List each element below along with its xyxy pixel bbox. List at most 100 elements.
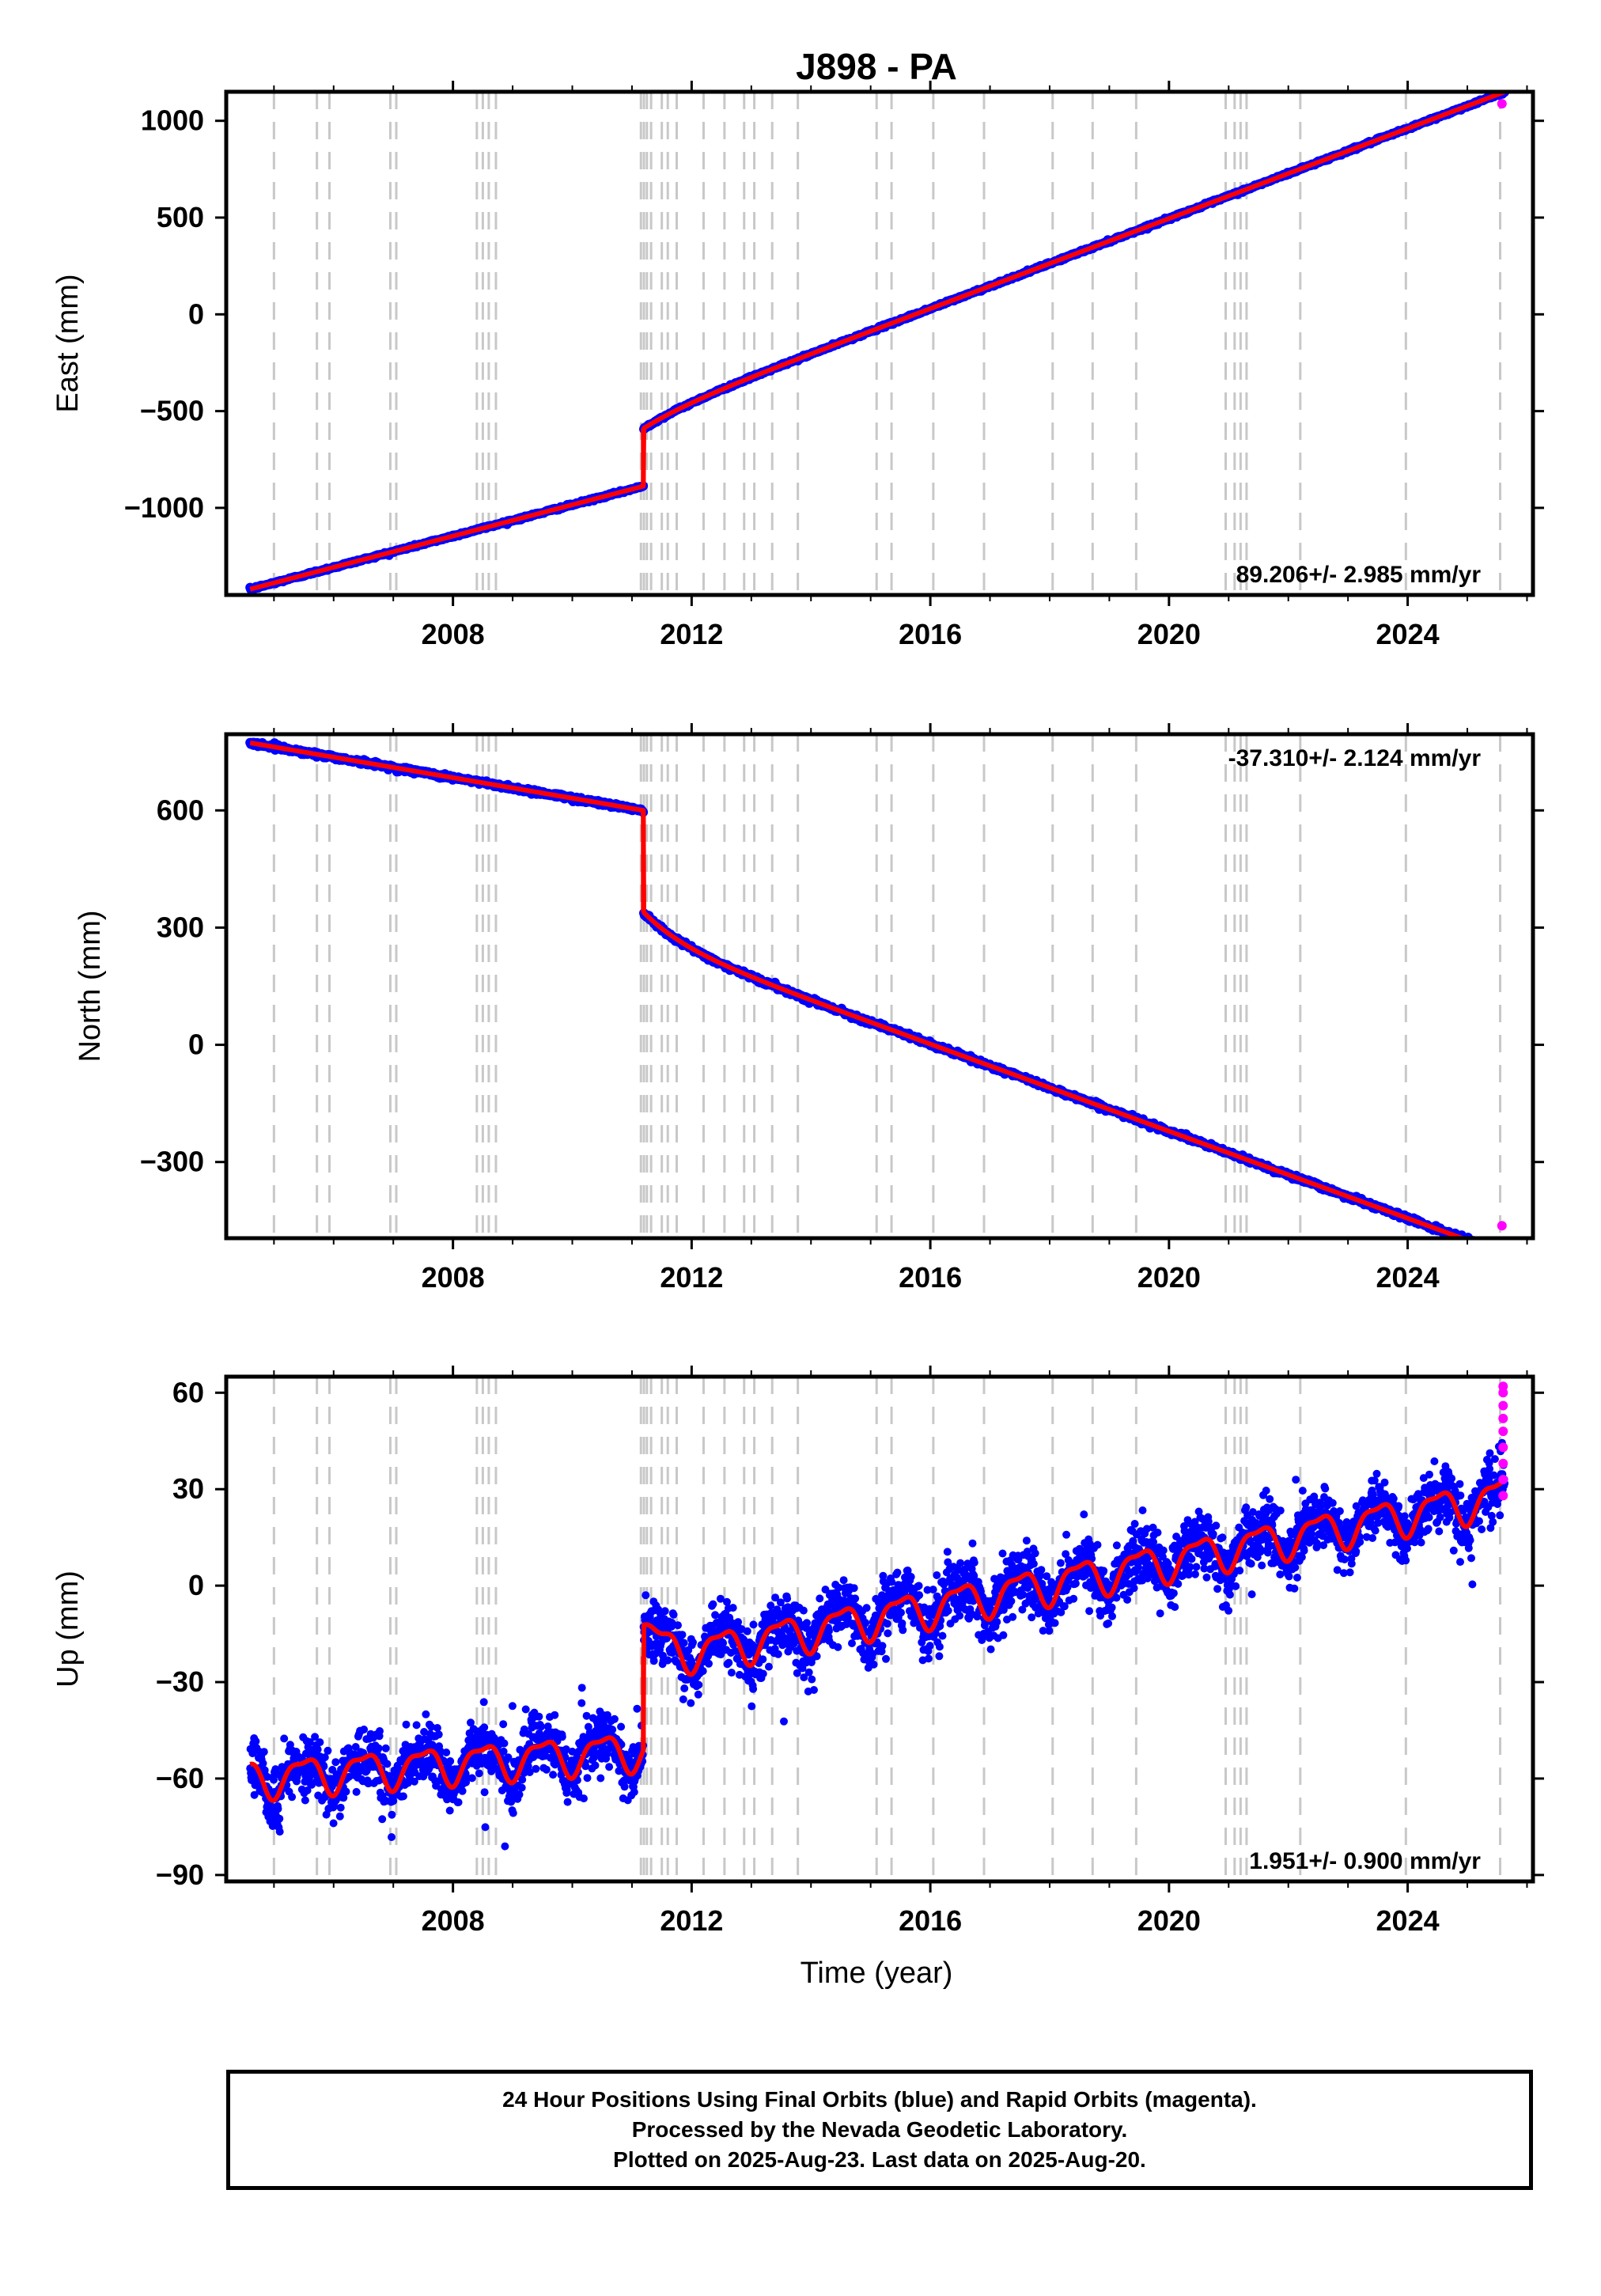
plot-frame <box>224 89 1535 597</box>
data-point <box>499 1720 508 1729</box>
data-point <box>660 1607 669 1616</box>
y-tick-label: 500 <box>157 201 204 233</box>
data-point <box>422 1710 430 1718</box>
data-point <box>288 1793 297 1802</box>
data-point <box>501 1842 509 1851</box>
data-point <box>352 1787 361 1796</box>
data-point <box>402 1720 411 1729</box>
data-point <box>1493 1248 1503 1258</box>
data-point <box>542 1765 551 1774</box>
data-point <box>388 1810 396 1819</box>
data-point <box>399 1792 407 1801</box>
data-point <box>1491 1244 1501 1253</box>
x-tick-label: 2024 <box>1376 1261 1440 1294</box>
data-point <box>1496 1248 1505 1257</box>
data-point <box>342 1787 350 1796</box>
y-tick-label: −1000 <box>124 491 204 524</box>
data-point <box>509 1809 517 1817</box>
data-point <box>1486 1245 1496 1254</box>
data-point <box>1482 1241 1492 1250</box>
x-tick-label: 2020 <box>1137 618 1201 650</box>
data-point <box>664 1656 672 1665</box>
data-point <box>596 1774 605 1783</box>
data-point <box>577 1699 586 1707</box>
x-tick-label: 2016 <box>899 618 962 650</box>
rate-annotation: -37.310+/- 2.124 mm/yr <box>1228 745 1482 771</box>
data-point <box>1482 1244 1492 1253</box>
east-panel: 2008 2012 2016 2020 2024−1000−50005001000Eas… <box>51 81 1544 650</box>
rapid-orbit-point <box>1497 99 1507 109</box>
data-point <box>481 1823 490 1832</box>
y-tick-label: −500 <box>140 395 204 427</box>
data-point <box>480 1723 489 1732</box>
data-point <box>633 1704 642 1713</box>
data-point <box>1478 1240 1487 1249</box>
data-point <box>1487 1245 1497 1254</box>
rate-annotation: 89.206+/- 2.985 mm/yr <box>1236 562 1482 588</box>
data-point <box>1470 1241 1479 1250</box>
data-point <box>388 1833 396 1841</box>
data-point <box>1483 1243 1493 1252</box>
data-point <box>669 1610 678 1619</box>
data-point <box>1498 1249 1508 1259</box>
data-point <box>458 1786 467 1795</box>
data-point <box>649 1657 658 1665</box>
data-point <box>617 1722 626 1731</box>
data-point <box>577 1684 586 1692</box>
data-point <box>329 1819 338 1828</box>
data-point <box>475 1769 483 1778</box>
rapid-orbit-point <box>1497 1221 1507 1231</box>
y-axis-title: East (mm) <box>51 274 85 412</box>
data-point <box>1489 1245 1499 1254</box>
data-point <box>324 1746 332 1755</box>
data-point <box>620 1783 629 1791</box>
plot-frame <box>224 732 1535 1241</box>
data-point <box>1495 1248 1504 1257</box>
data-point <box>360 1726 369 1733</box>
data-point <box>259 1748 268 1756</box>
data-point <box>381 1744 390 1752</box>
data-point <box>259 1759 267 1767</box>
x-tick-label: 2012 <box>660 618 723 650</box>
x-tick-label: 2008 <box>422 618 485 650</box>
data-point <box>1489 1243 1498 1252</box>
data-point <box>1474 1239 1484 1248</box>
data-point <box>532 1764 540 1773</box>
data-point <box>480 1788 489 1797</box>
data-point <box>1480 1241 1489 1251</box>
data-point <box>521 1705 530 1714</box>
data-point <box>1475 1241 1485 1251</box>
y-tick-label: 300 <box>157 911 204 943</box>
data-point <box>563 1798 572 1806</box>
data-point <box>1474 1240 1483 1249</box>
data-point <box>446 1757 455 1765</box>
data-point <box>376 1727 384 1735</box>
data-point <box>1488 1245 1497 1254</box>
data-point <box>1473 1240 1482 1249</box>
data-point <box>1474 1241 1484 1250</box>
data-point <box>1477 1241 1486 1251</box>
data-point <box>1492 1246 1501 1256</box>
data-point <box>1493 1246 1502 1256</box>
data-point <box>1500 1250 1509 1260</box>
x-tick-label: 2016 <box>899 1261 962 1294</box>
data-point <box>1484 1244 1493 1253</box>
data-point <box>335 1812 344 1821</box>
data-point <box>1489 1247 1499 1256</box>
data-point <box>280 1734 289 1743</box>
data-point <box>378 1815 387 1824</box>
data-point <box>508 1702 517 1711</box>
data-point <box>1490 1248 1500 1257</box>
data-point <box>680 1684 689 1692</box>
data-point <box>433 1724 441 1732</box>
data-point <box>1497 1249 1507 1259</box>
data-point <box>678 1631 687 1639</box>
data-point <box>1481 1242 1490 1252</box>
y-tick-label: 0 <box>188 1029 204 1061</box>
data-point <box>412 1721 421 1730</box>
data-point <box>1499 1247 1508 1256</box>
data-point <box>1485 1244 1494 1253</box>
data-point <box>591 1761 600 1770</box>
data-point <box>434 1730 443 1739</box>
